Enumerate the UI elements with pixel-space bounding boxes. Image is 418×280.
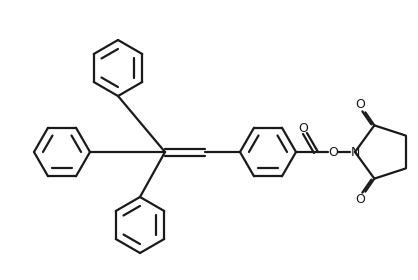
Text: O: O bbox=[328, 146, 338, 158]
Text: O: O bbox=[355, 98, 365, 111]
Text: N: N bbox=[350, 146, 359, 158]
Text: O: O bbox=[298, 122, 308, 134]
Text: O: O bbox=[355, 193, 365, 206]
